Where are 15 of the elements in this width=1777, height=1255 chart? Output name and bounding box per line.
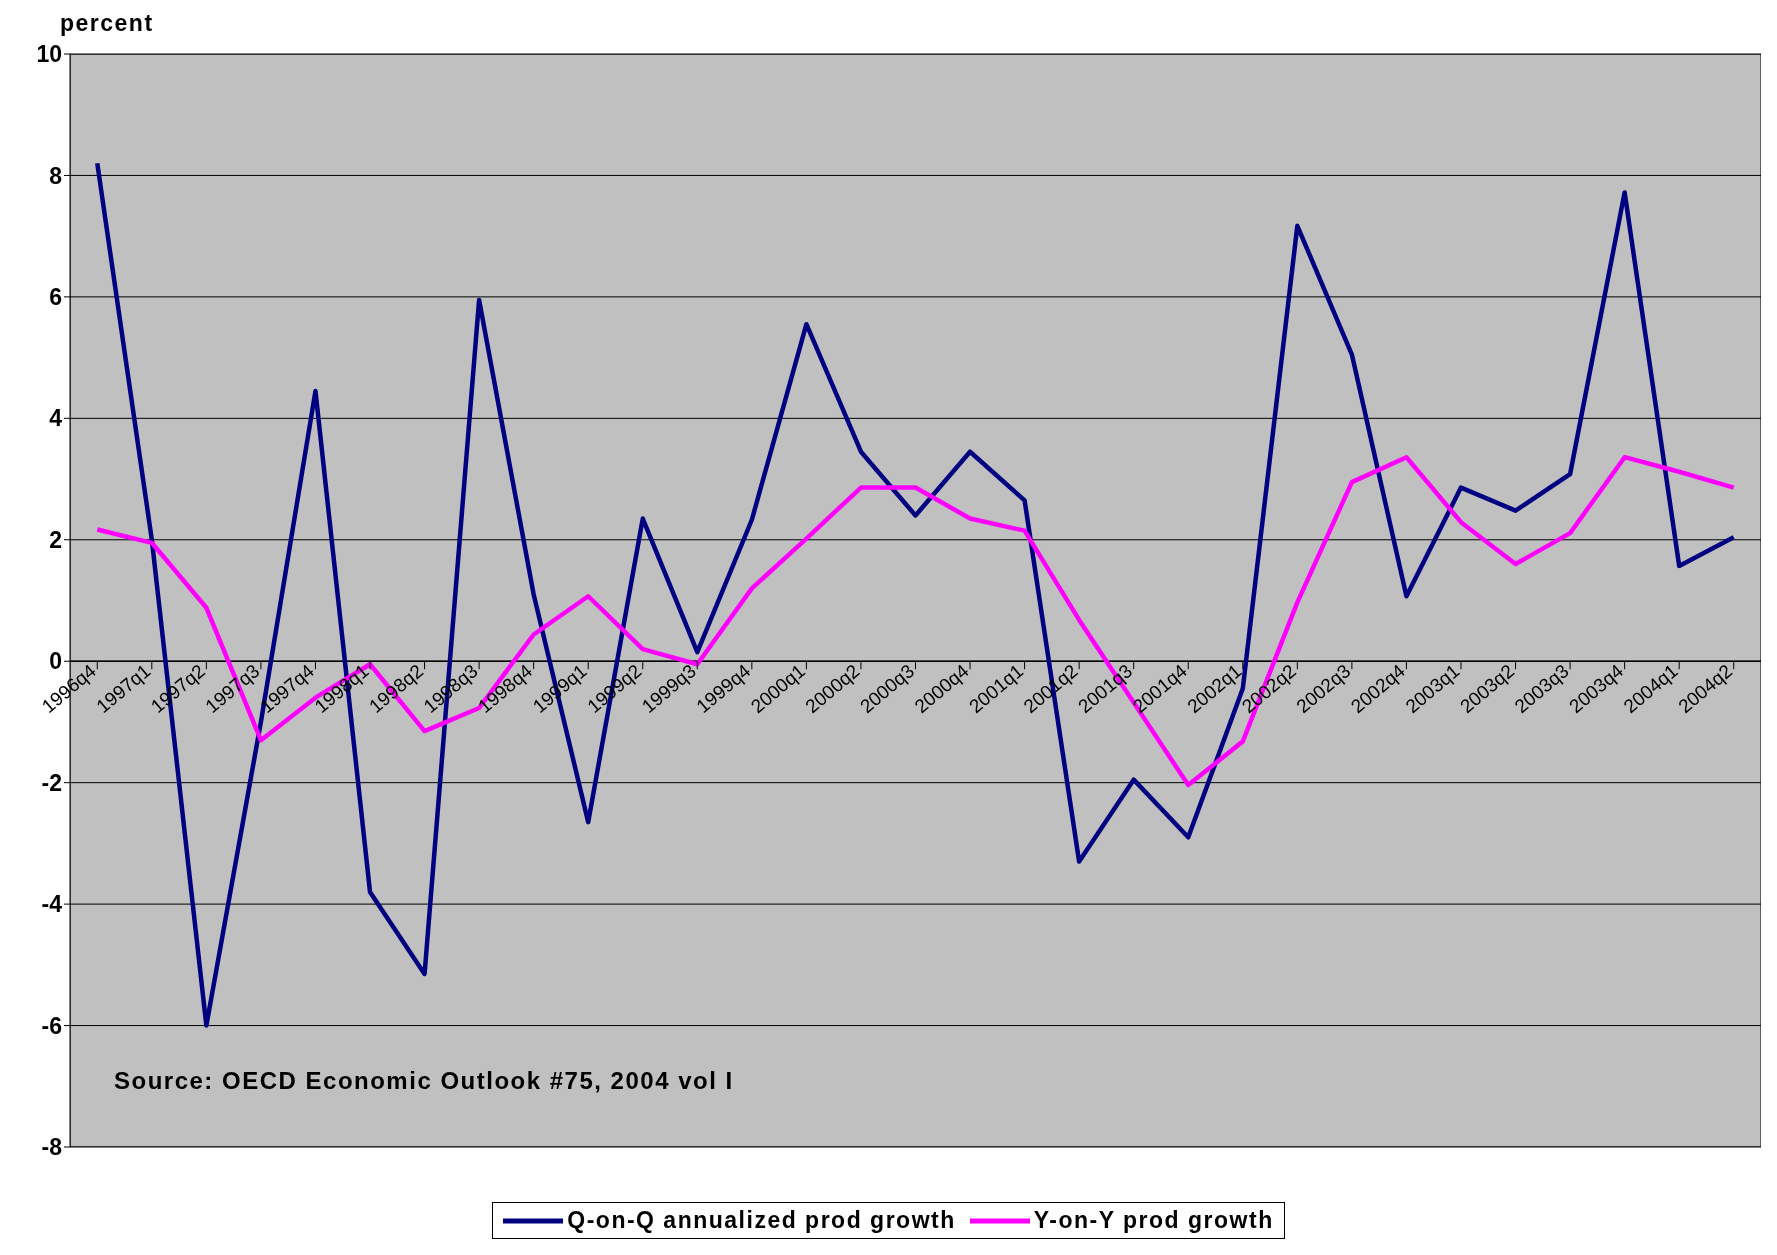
legend-label: Q-on-Q annualized prod growth bbox=[566, 1207, 956, 1234]
legend-label: Y-on-Y prod growth bbox=[1032, 1207, 1274, 1234]
line-series bbox=[95, 454, 1736, 788]
y-axis-title: percent bbox=[60, 10, 154, 37]
y-tick-label: 4 bbox=[49, 405, 63, 432]
y-tick-label: 2 bbox=[49, 526, 62, 553]
y-tick-label: -8 bbox=[41, 1134, 63, 1161]
y-tick-label: -2 bbox=[41, 769, 62, 796]
y-tick-label: -6 bbox=[41, 1012, 62, 1039]
y-tick-label: 10 bbox=[36, 41, 62, 68]
y-tick-label: 8 bbox=[49, 162, 63, 189]
line-series bbox=[95, 161, 1736, 1028]
y-tick-label: 6 bbox=[49, 284, 62, 311]
y-tick-label: -4 bbox=[41, 891, 63, 918]
annotation: Source: OECD Economic Outlook #75, 2004 vol I bbox=[114, 1067, 734, 1095]
